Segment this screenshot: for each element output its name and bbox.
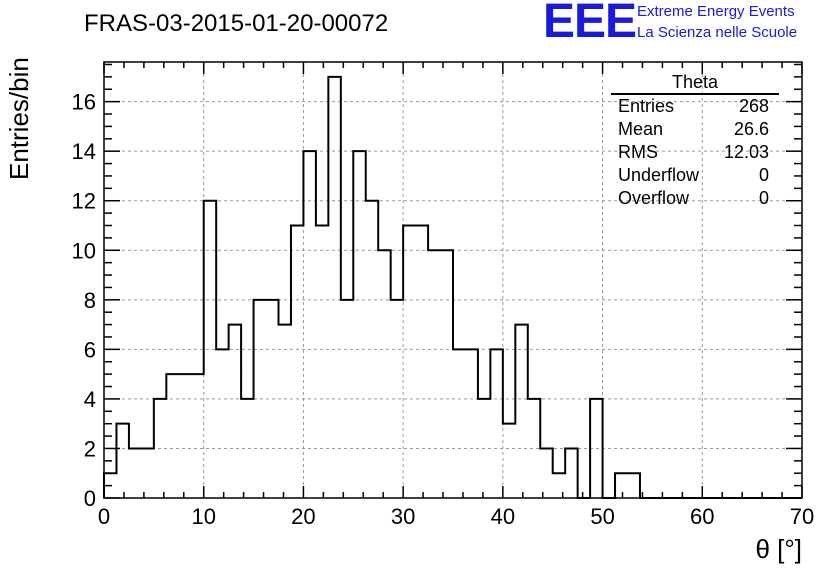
histogram-bin	[353, 151, 365, 498]
axis-ticks	[103, 62, 803, 499]
plot-title: FRAS-03-2015-01-20-00072	[84, 10, 389, 37]
stats-row-rms: RMS 12.03	[611, 141, 779, 164]
x-tick-label: 30	[391, 504, 415, 529]
x-tick-label: 10	[191, 504, 215, 529]
x-axis-label: θ [°]	[755, 534, 802, 564]
histogram-bin	[166, 374, 178, 498]
histogram-bin	[216, 349, 228, 498]
histogram-bin	[291, 226, 303, 499]
histogram-bin	[279, 325, 291, 498]
stats-row-overflow: Overflow 0	[611, 187, 779, 210]
histogram-bin	[565, 448, 577, 498]
eee-logo: EEE	[543, 0, 637, 48]
y-axis-label: Entries/bin	[4, 57, 34, 180]
x-tick-label: 50	[590, 504, 614, 529]
stats-label: RMS	[618, 142, 658, 162]
histogram-bin	[540, 448, 552, 498]
y-tick-label: 10	[72, 238, 96, 263]
stats-title: Theta	[611, 72, 779, 95]
plot-frame	[103, 61, 803, 499]
stats-row-mean: Mean 26.6	[611, 118, 779, 141]
stats-box: Theta Entries 268 Mean 26.6 RMS 12.03 Underflo…	[611, 72, 779, 210]
histogram-bin	[229, 325, 241, 498]
x-tick-label: 60	[690, 504, 714, 529]
histogram-bin	[328, 77, 340, 498]
y-tick-label: 14	[72, 139, 96, 164]
stats-row-entries: Entries 268	[611, 95, 779, 118]
histogram-bin	[453, 349, 465, 498]
stats-value: 12.03	[723, 142, 769, 162]
stats-label: Entries	[618, 96, 675, 116]
histogram-bin	[179, 374, 191, 498]
histogram-bin	[129, 448, 141, 498]
stats-label: Underflow	[618, 165, 700, 185]
y-tick-label: 4	[84, 387, 96, 412]
histogram-line	[103, 75, 802, 499]
logo-text-line2: La Scienza nelle Scuole	[637, 24, 798, 41]
histogram-bin	[490, 349, 502, 498]
histogram-bin	[378, 250, 390, 498]
histogram-bin	[116, 424, 128, 498]
y-tick-label: 0	[84, 486, 96, 511]
histogram-outline	[103, 75, 802, 499]
histogram-bin	[416, 226, 428, 499]
y-tick-label: 12	[72, 189, 96, 214]
logo-text-line1: Extreme Energy Events	[637, 3, 795, 20]
histogram-bin	[503, 424, 515, 498]
histogram-bin	[628, 473, 640, 498]
stats-value: 0	[758, 188, 769, 208]
histogram-bin	[465, 349, 477, 498]
stats-label: Mean	[618, 119, 664, 139]
histogram-bin	[316, 226, 328, 499]
x-tick-label: 0	[98, 504, 110, 529]
x-tick-label: 20	[291, 504, 315, 529]
y-tick-label: 16	[72, 90, 96, 115]
stats-rows: Entries 268 Mean 26.6 RMS 12.03 Underflow 0 Over…	[611, 95, 779, 210]
histogram-bin	[515, 325, 527, 498]
stats-value: 0	[758, 165, 769, 185]
tick-labels: 0 10 20 30 40 50 60 70 0 2 4 6 8 10 12 14 16	[72, 90, 815, 529]
y-tick-label: 6	[84, 337, 96, 362]
histogram-bin	[191, 374, 203, 498]
histogram-bin	[303, 151, 315, 498]
y-tick-label: 2	[84, 436, 96, 461]
histogram-bin	[615, 473, 627, 498]
x-tick-label: 70	[790, 504, 814, 529]
stats-label: Overflow	[618, 188, 690, 208]
histogram-bin	[403, 226, 415, 499]
stats-row-underflow: Underflow 0	[611, 164, 779, 187]
x-tick-label: 40	[491, 504, 515, 529]
y-tick-label: 8	[84, 288, 96, 313]
histogram-bin	[441, 250, 453, 498]
histogram-bin	[141, 448, 153, 498]
histogram-bin	[428, 250, 440, 498]
stats-value: 268	[738, 96, 769, 116]
stats-value: 26.6	[733, 119, 769, 139]
